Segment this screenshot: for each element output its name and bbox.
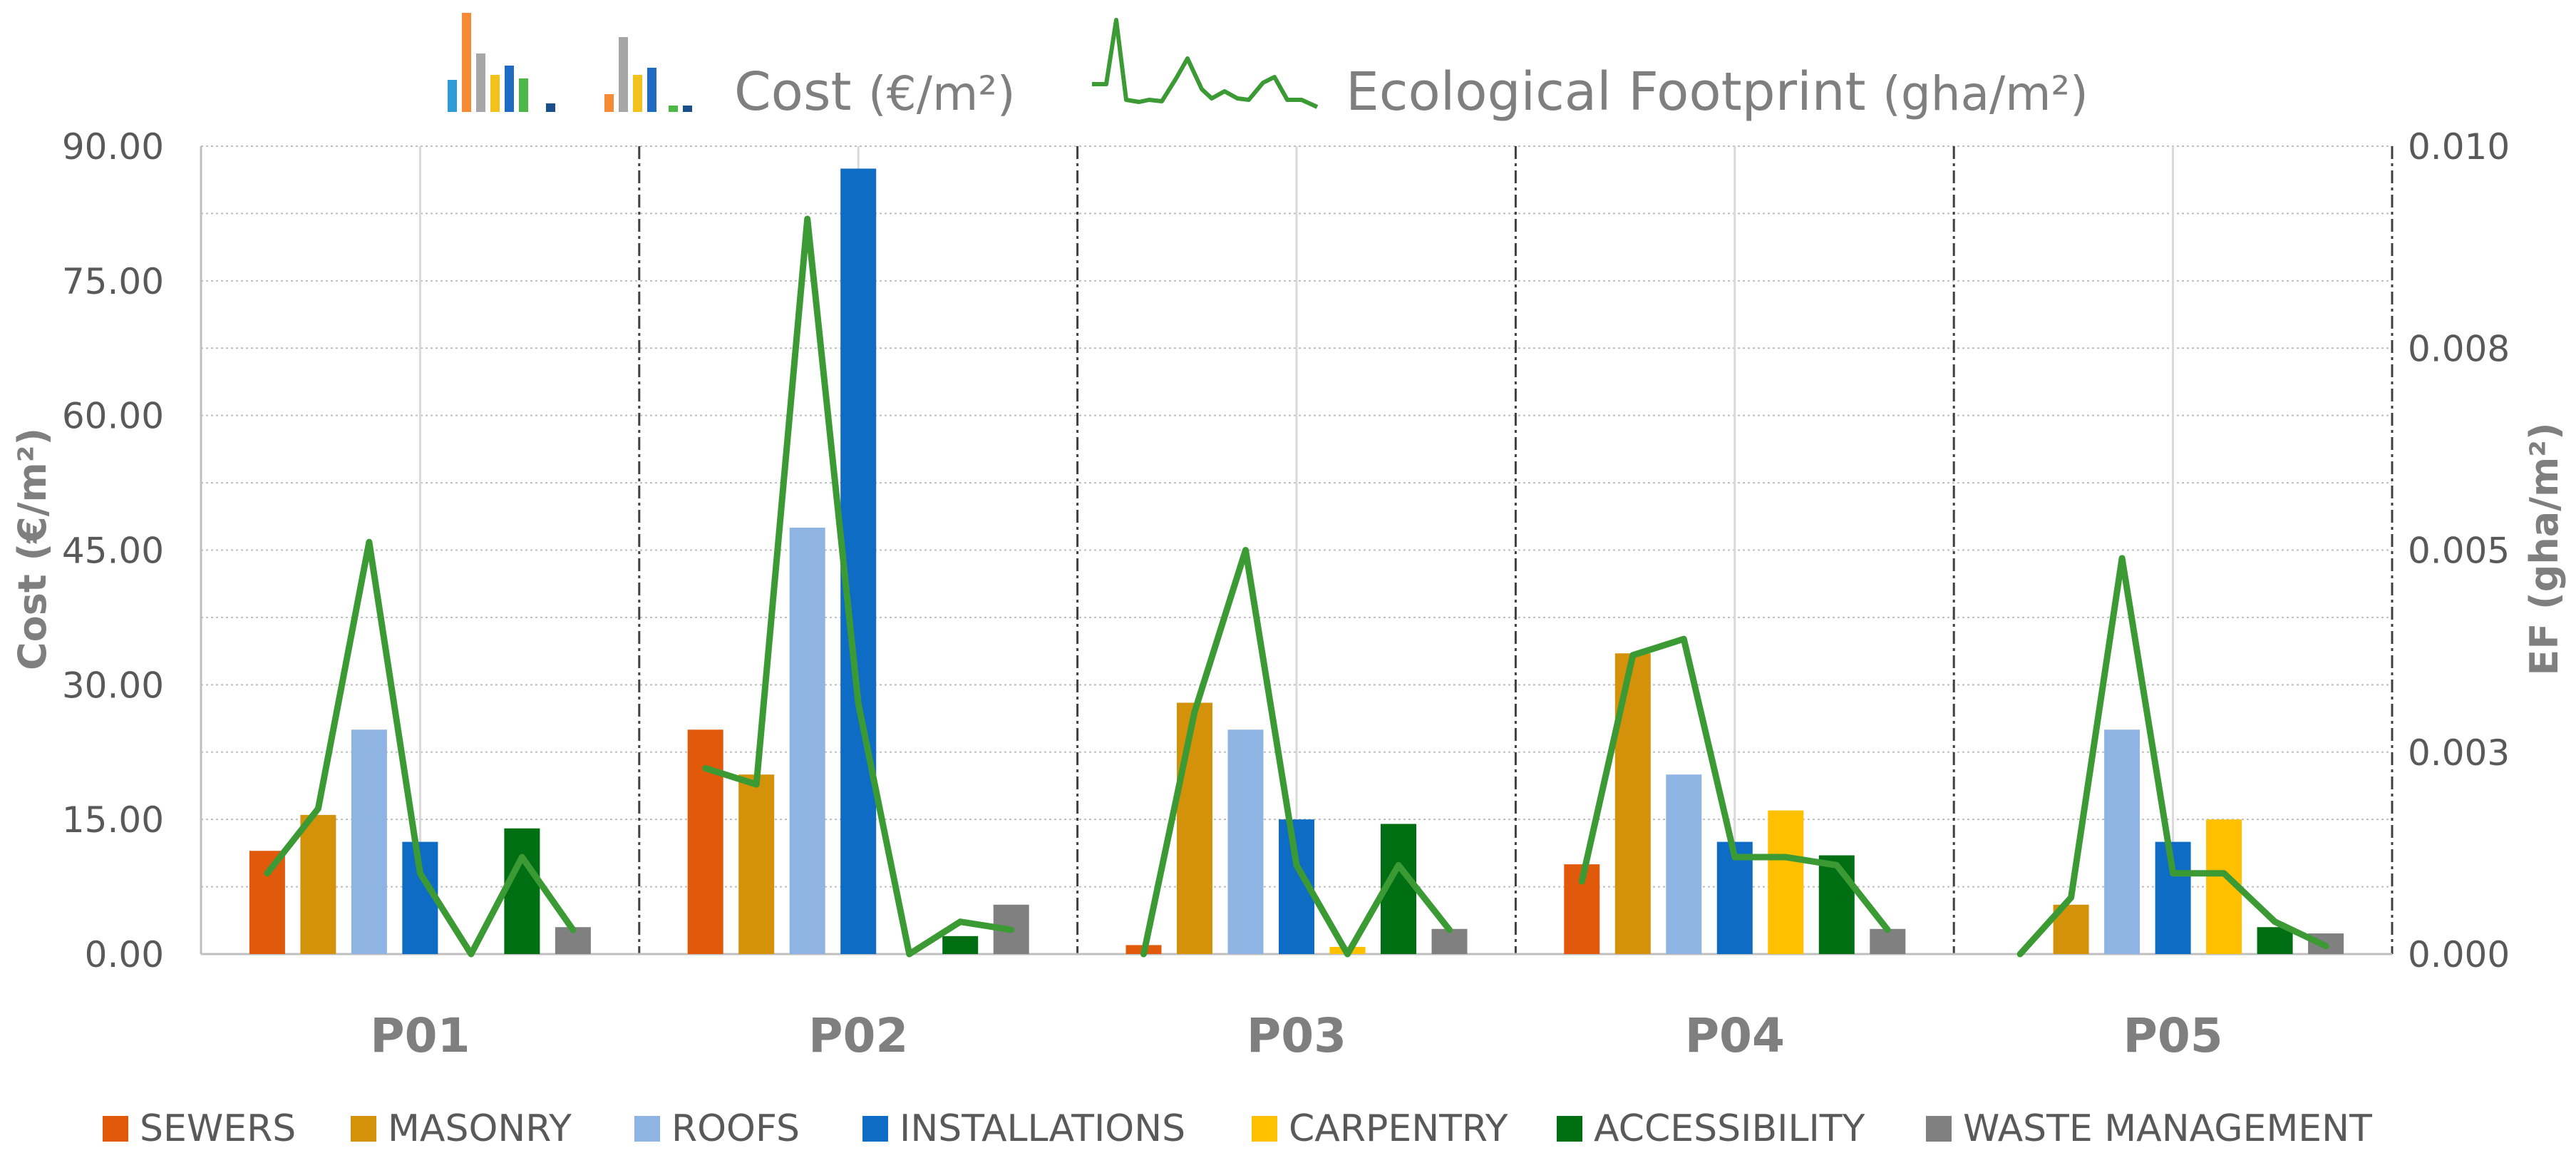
y-tick-label: 75.00 xyxy=(62,261,164,302)
bar-p01-masonry xyxy=(300,814,336,954)
cost-title: Cost (€/m²) xyxy=(734,61,1016,123)
legend-swatch xyxy=(103,1116,128,1142)
group-label: P02 xyxy=(808,1008,908,1063)
bar-p02-accessibility xyxy=(942,936,979,954)
legend-label: CARPENTRY xyxy=(1289,1107,1508,1150)
bar-chart-icon xyxy=(448,13,555,112)
legend-swatch xyxy=(351,1116,376,1142)
legend-swatch xyxy=(634,1116,660,1142)
ef-line-p02 xyxy=(702,215,1015,958)
ef-line-p04 xyxy=(1578,635,1891,933)
y-tick-label: 45.00 xyxy=(62,531,164,572)
bar-p03-waste-management xyxy=(1431,928,1468,954)
legend-swatch xyxy=(1252,1116,1277,1142)
y-tick-label: 30.00 xyxy=(62,665,164,706)
y2-tick-label: 0.005 xyxy=(2408,531,2510,572)
bar-p01-roofs xyxy=(351,729,387,954)
legend-label: MASONRY xyxy=(388,1107,572,1150)
legend-swatch xyxy=(862,1116,888,1142)
y2-tick-label: 0.010 xyxy=(2408,126,2510,168)
bar-p04-roofs xyxy=(1666,774,1702,954)
y-tick-label: 0.00 xyxy=(85,934,164,975)
legend-swatch xyxy=(1926,1116,1952,1142)
ef-line-p03 xyxy=(1140,547,1453,958)
chart-header: Cost (€/m²) Ecological Footprint (gha/m²… xyxy=(448,13,2088,123)
group-label: P05 xyxy=(2123,1008,2222,1063)
y-axis-label: Cost (€/m²) xyxy=(10,428,55,670)
line-chart-icon xyxy=(1092,18,1319,109)
legend-label: ROOFS xyxy=(671,1107,800,1150)
legend-label: SEWERS xyxy=(140,1107,296,1150)
bar-p05-accessibility xyxy=(2257,927,2293,954)
y-tick-label: 60.00 xyxy=(62,396,164,437)
group-label: P01 xyxy=(370,1008,470,1063)
y-tick-label: 90.00 xyxy=(62,126,164,168)
legend-swatch xyxy=(1557,1116,1582,1142)
legend-label: WASTE MANAGEMENT xyxy=(1963,1107,2372,1150)
y-tick-label: 15.00 xyxy=(62,799,164,841)
bar-p03-roofs xyxy=(1227,729,1264,954)
bar-p01-accessibility xyxy=(504,828,540,954)
bar-p03-masonry xyxy=(1177,702,1212,954)
bar-p04-accessibility xyxy=(1818,855,1855,954)
bar-p04-waste-management xyxy=(1870,928,1906,954)
bar-p04-carpentry xyxy=(1768,810,1804,954)
bar-p04-installations xyxy=(1716,841,1753,954)
plot-area: 0.00 15.00 30.00 45.00 60.00 75.00 90.00 0.000 0… xyxy=(62,126,2510,1063)
ef-line-p05 xyxy=(2016,555,2329,958)
group-label: P04 xyxy=(1685,1008,1785,1063)
ef-title: Ecological Footprint (gha/m²) xyxy=(1346,61,2088,123)
legend-label: INSTALLATIONS xyxy=(900,1107,1185,1150)
bar-chart-icon xyxy=(604,37,692,112)
bar-p05-roofs xyxy=(2104,729,2140,954)
legend: SEWERS MASONRY ROOFS INSTALLATIONS CARPENTRY… xyxy=(103,1107,2372,1150)
y2-tick-label: 0.003 xyxy=(2408,732,2510,774)
y2-tick-label: 0.000 xyxy=(2408,934,2510,975)
bar-p01-sewers xyxy=(249,851,285,954)
bar-p02-masonry xyxy=(738,774,775,954)
group-label: P03 xyxy=(1247,1008,1346,1063)
y2-axis-label: EF (gha/m²) xyxy=(2522,422,2567,675)
bar-p02-sewers xyxy=(687,729,723,954)
bar-p02-roofs xyxy=(789,528,825,954)
legend-label: ACCESSIBILITY xyxy=(1594,1107,1865,1150)
ef-line-p01 xyxy=(264,538,577,958)
y2-tick-label: 0.008 xyxy=(2408,328,2510,369)
